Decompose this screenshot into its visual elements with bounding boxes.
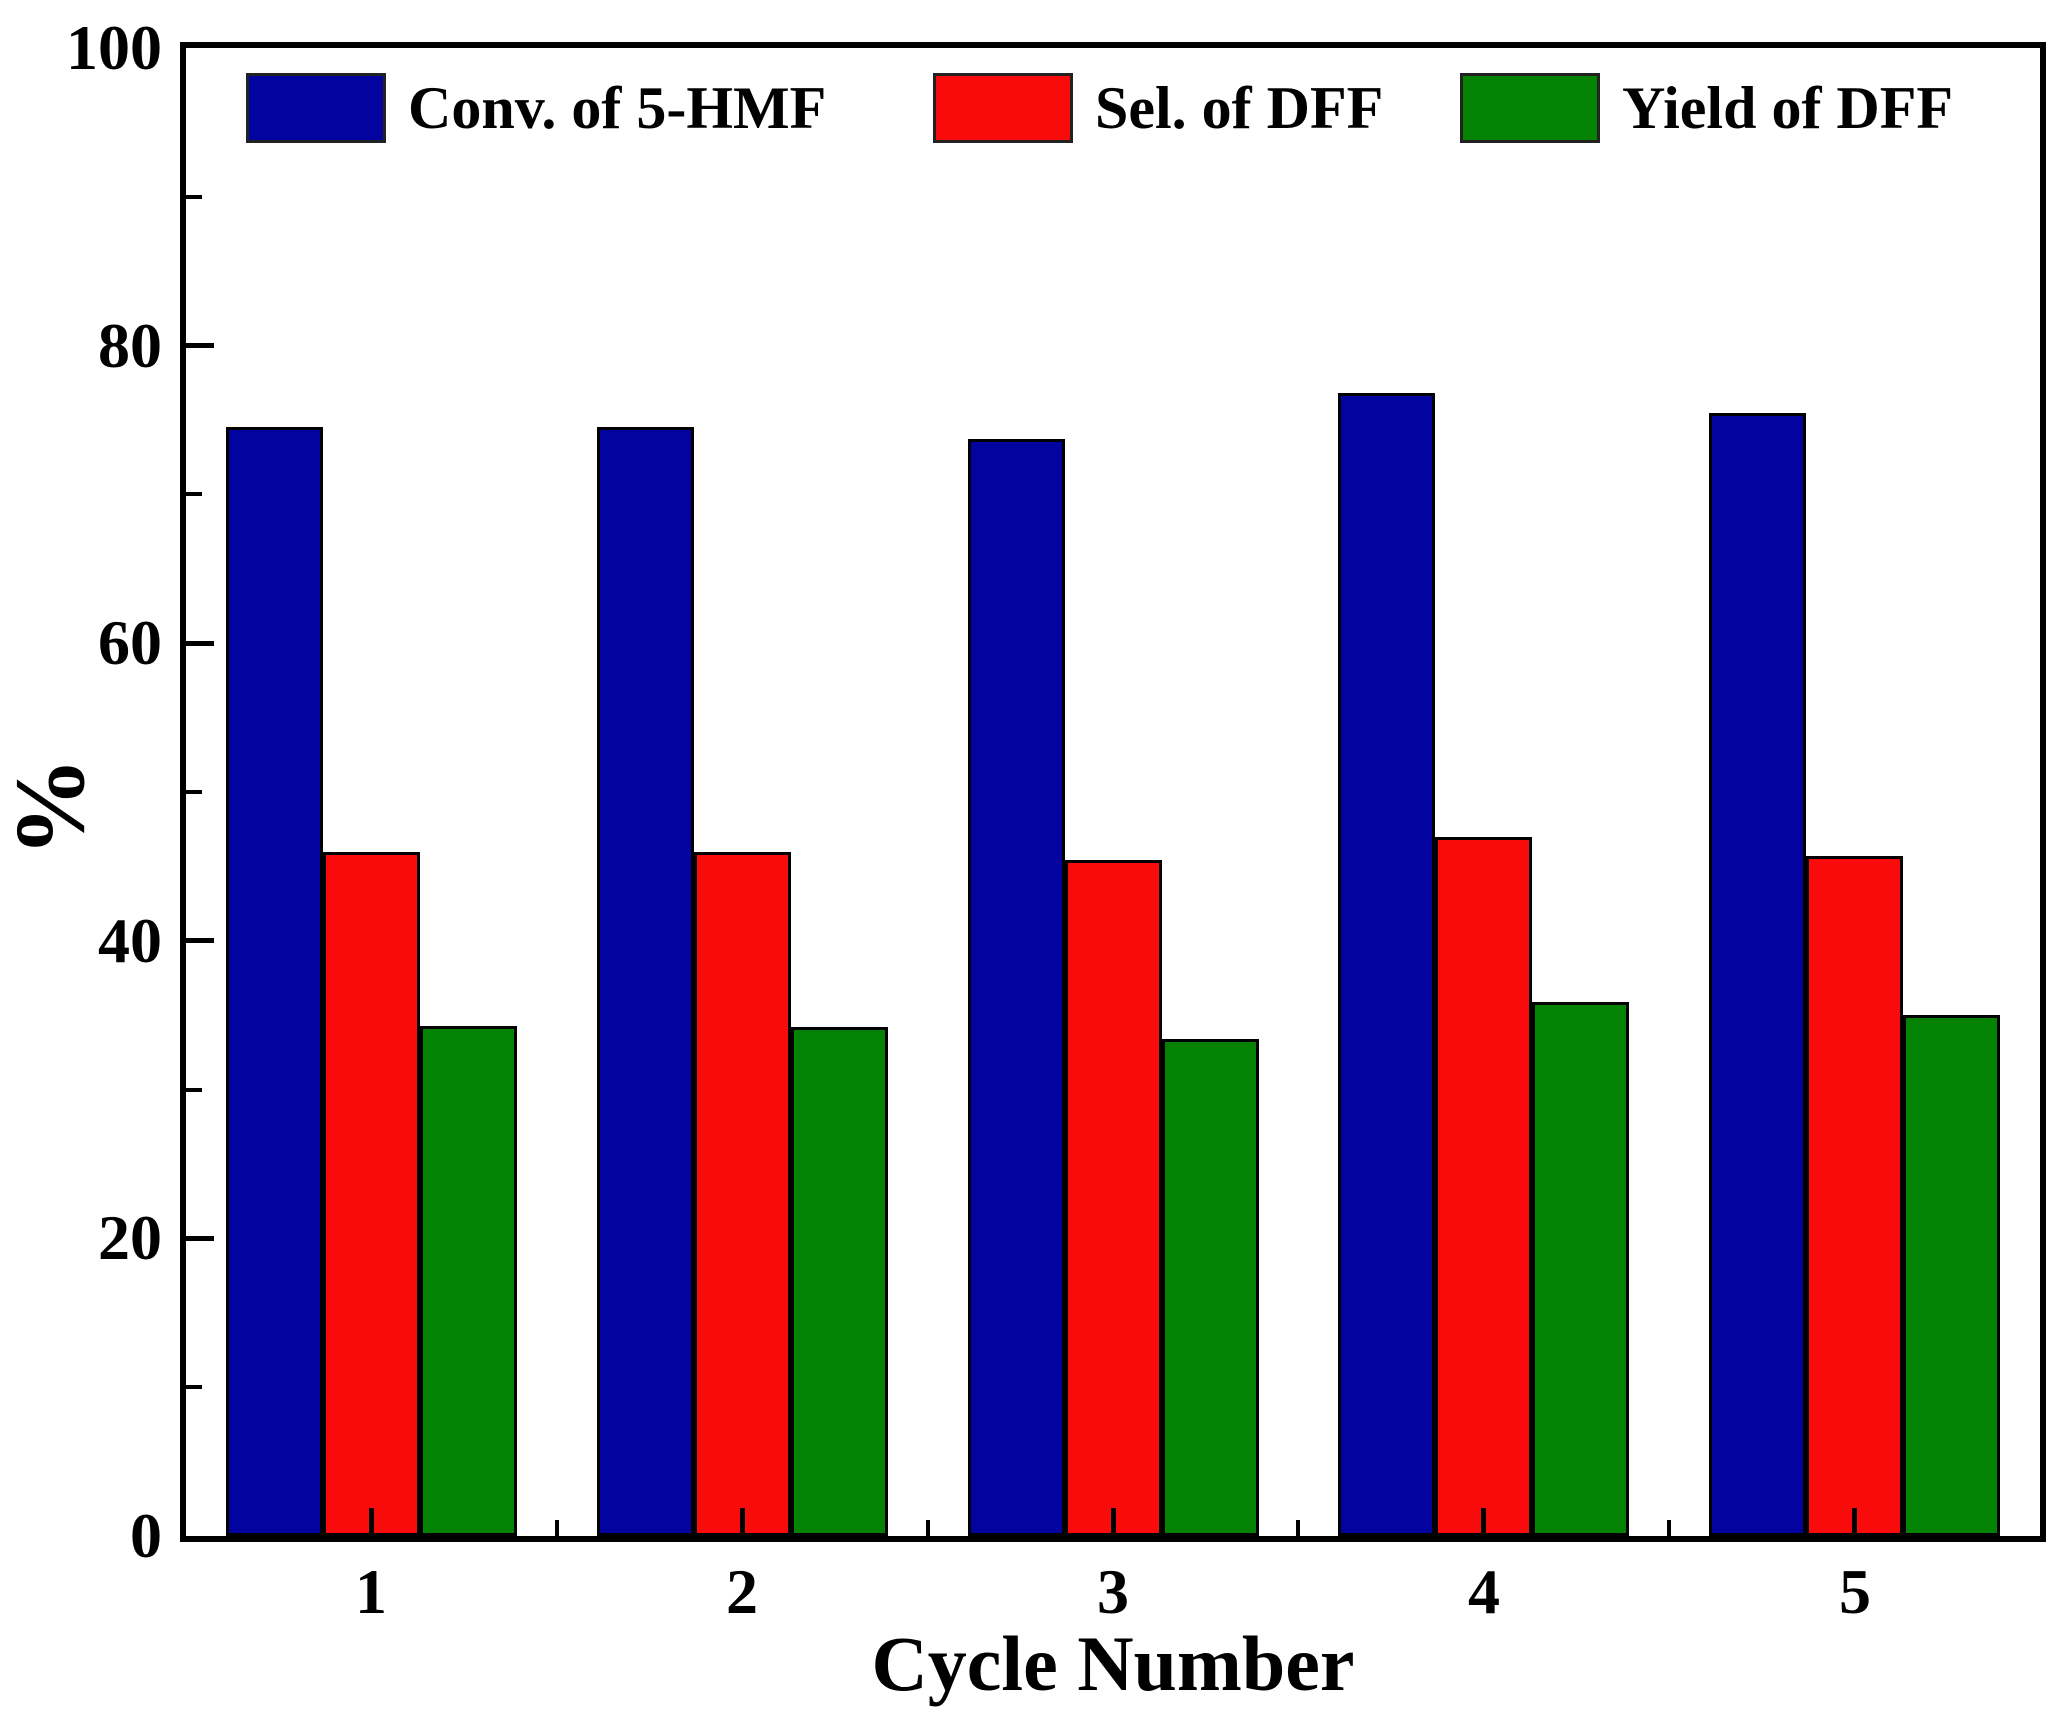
bar-conv-of-5-hmf-cycle-1 [226, 427, 323, 1536]
y-tick-label-20: 20 [98, 1202, 162, 1273]
y-axis-title: % [0, 757, 105, 857]
y-minor-tick-50 [186, 790, 202, 794]
x-minor-tick-4-5 [1667, 1520, 1671, 1536]
legend-swatch-icon [246, 73, 386, 143]
y-major-tick-40 [186, 938, 214, 943]
bar-conv-of-5-hmf-cycle-3 [968, 439, 1065, 1536]
bar-yield-of-dff-cycle-4 [1532, 1002, 1629, 1536]
legend-label: Sel. of DFF [1095, 75, 1384, 141]
bar-sel-of-dff-cycle-4 [1435, 837, 1532, 1536]
bar-conv-of-5-hmf-cycle-4 [1338, 393, 1435, 1536]
legend: Conv. of 5-HMF Sel. of DFF Yield of DFF [186, 70, 2040, 154]
x-axis-title: Cycle Number [871, 1620, 1355, 1707]
bar-yield-of-dff-cycle-5 [1903, 1015, 2000, 1536]
x-tick-label-3: 3 [1097, 1556, 1129, 1627]
legend-item-conv-of-5-hmf: Conv. of 5-HMF [246, 70, 826, 146]
legend-swatch-icon [1460, 73, 1600, 143]
x-major-tick-4 [1481, 1508, 1486, 1536]
y-tick-label-100: 100 [66, 12, 162, 83]
x-minor-tick-2-5 [926, 1520, 930, 1536]
bar-sel-of-dff-cycle-1 [323, 852, 420, 1536]
y-major-tick-60 [186, 641, 214, 646]
bar-yield-of-dff-cycle-1 [420, 1026, 517, 1536]
y-tick-label-40: 40 [98, 905, 162, 976]
bar-sel-of-dff-cycle-2 [694, 852, 791, 1536]
plot-area: Conv. of 5-HMF Sel. of DFF Yield of DFF [180, 42, 2046, 1542]
x-major-tick-5 [1852, 1508, 1857, 1536]
bar-yield-of-dff-cycle-2 [791, 1027, 888, 1536]
y-major-tick-20 [186, 1236, 214, 1241]
x-tick-label-2: 2 [726, 1556, 758, 1627]
x-minor-tick-1-5 [555, 1520, 559, 1536]
y-minor-tick-90 [186, 195, 202, 199]
y-tick-label-60: 60 [98, 607, 162, 678]
x-major-tick-1 [369, 1508, 374, 1536]
y-minor-tick-30 [186, 1088, 202, 1092]
y-minor-tick-10 [186, 1385, 202, 1389]
bar-conv-of-5-hmf-cycle-5 [1709, 413, 1806, 1536]
bar-sel-of-dff-cycle-5 [1806, 856, 1903, 1536]
legend-swatch-icon [933, 73, 1073, 143]
x-tick-label-5: 5 [1839, 1556, 1871, 1627]
bar-sel-of-dff-cycle-3 [1065, 860, 1162, 1536]
legend-label: Yield of DFF [1622, 75, 1954, 141]
legend-item-yield-of-dff: Yield of DFF [1460, 70, 1953, 146]
x-tick-label-4: 4 [1468, 1556, 1500, 1627]
bar-conv-of-5-hmf-cycle-2 [597, 427, 694, 1536]
x-minor-tick-3-5 [1296, 1520, 1300, 1536]
y-tick-label-0: 0 [130, 1500, 162, 1571]
bar-yield-of-dff-cycle-3 [1162, 1039, 1259, 1536]
legend-label: Conv. of 5-HMF [408, 75, 827, 141]
y-tick-label-80: 80 [98, 310, 162, 381]
legend-item-sel-of-dff: Sel. of DFF [933, 70, 1383, 146]
x-major-tick-2 [740, 1508, 745, 1536]
x-tick-label-1: 1 [355, 1556, 387, 1627]
y-minor-tick-70 [186, 492, 202, 496]
x-major-tick-3 [1111, 1508, 1116, 1536]
y-major-tick-80 [186, 343, 214, 348]
plot-inner-area: Conv. of 5-HMF Sel. of DFF Yield of DFF [186, 48, 2040, 1536]
